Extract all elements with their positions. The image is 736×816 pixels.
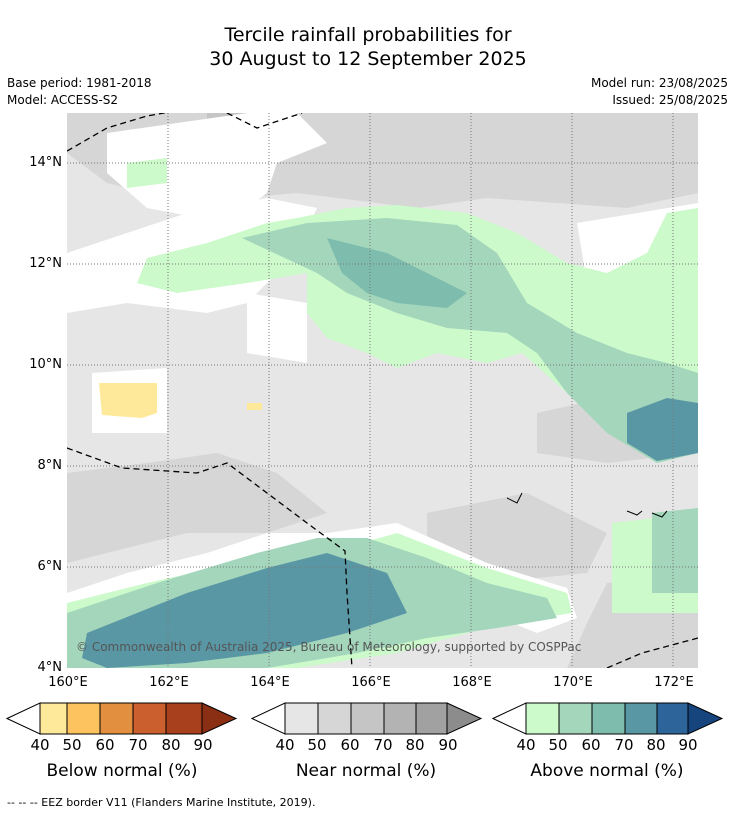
- below-tick-90: 90: [193, 736, 213, 754]
- white-region-mid: [247, 293, 307, 363]
- below-normal-40-region-b: [247, 403, 262, 410]
- near-tick-60: 60: [340, 736, 360, 754]
- below-normal-colorbar: [6, 702, 238, 735]
- below-swatch-2: [99, 702, 134, 735]
- below-tick-60: 60: [95, 736, 115, 754]
- eez-footer-note: -- -- -- EEZ border V11 (Flanders Marine…: [7, 796, 316, 809]
- model-name: Model: ACCESS-S2: [7, 93, 119, 107]
- base-period: Base period: 1981-2018: [7, 76, 152, 90]
- y-tick-14n: 14°N: [29, 155, 62, 170]
- near-swatch-5: [446, 702, 483, 735]
- near-tick-70: 70: [373, 736, 393, 754]
- near-swatch-1: [317, 702, 352, 735]
- near-tick-50: 50: [307, 736, 327, 754]
- x-tick-160e: 160°E: [48, 675, 88, 690]
- issued-date: Issued: 25/08/2025: [612, 93, 728, 107]
- y-tick-8n: 8°N: [37, 458, 63, 473]
- eez-border: [67, 113, 698, 668]
- x-tick-162e: 162°E: [149, 675, 189, 690]
- x-tick-166e: 166°E: [351, 675, 391, 690]
- near-tick-40: 40: [275, 736, 295, 754]
- above-normal-60-region: [327, 238, 467, 308]
- above-tick-60: 60: [581, 736, 601, 754]
- near-tick-80: 80: [405, 736, 425, 754]
- above-swatch-2: [591, 702, 626, 735]
- above-tick-70: 70: [614, 736, 634, 754]
- x-tick-170e: 170°E: [553, 675, 593, 690]
- copyright-notice: © Commonwealth of Australia 2025, Bureau…: [76, 640, 582, 654]
- below-tick-80: 80: [161, 736, 181, 754]
- above-swatch-1: [558, 702, 593, 735]
- above-tick-50: 50: [548, 736, 568, 754]
- white-region-north: [107, 113, 327, 223]
- above-normal-50-region-c: [652, 508, 698, 593]
- above-tick-80: 80: [646, 736, 666, 754]
- map-title-line2: 30 August to 12 September 2025: [209, 48, 527, 70]
- above-swatch-3: [624, 702, 658, 735]
- probability-map: [67, 113, 698, 668]
- map-svg: [67, 113, 698, 668]
- above-swatch-0: [525, 702, 560, 735]
- map-title-line1: Tercile rainfall probabilities for: [224, 24, 512, 46]
- y-tick-6n: 6°N: [37, 559, 63, 574]
- near-normal-50-region-c: [367, 113, 487, 193]
- below-tick-40: 40: [30, 736, 50, 754]
- y-tick-4n: 4°N: [37, 660, 63, 675]
- below-swatch-3: [132, 702, 167, 735]
- y-tick-12n: 12°N: [29, 256, 62, 271]
- near-swatch-3: [383, 702, 417, 735]
- below-normal-title: Below normal (%): [46, 761, 198, 781]
- below-tick-50: 50: [62, 736, 82, 754]
- above-normal-60-region-b: [82, 553, 407, 668]
- model-run: Model run: 23/08/2025: [590, 76, 728, 90]
- above-normal-title: Above normal (%): [530, 761, 684, 781]
- above-normal-60-region-c: [627, 398, 698, 461]
- below-swatch-1: [66, 702, 101, 735]
- near-swatch-2: [350, 702, 385, 735]
- above-normal-colorbar: [492, 702, 724, 735]
- below-normal-40-region: [99, 383, 157, 418]
- near-normal-colorbar: [251, 702, 483, 735]
- above-tick-40: 40: [516, 736, 536, 754]
- near-swatch-0: [284, 702, 319, 735]
- x-tick-164e: 164°E: [250, 675, 290, 690]
- near-tick-90: 90: [438, 736, 458, 754]
- above-swatch-4: [656, 702, 689, 735]
- islands: [506, 492, 668, 518]
- below-swatch-5: [201, 702, 238, 735]
- gridlines: [67, 113, 698, 668]
- below-swatch-0: [39, 702, 68, 735]
- above-swatch-5: [687, 702, 724, 735]
- y-tick-10n: 10°N: [29, 357, 62, 372]
- near-normal-50-region-d: [67, 453, 327, 563]
- below-swatch-4: [165, 702, 203, 735]
- above-normal-40-region-b: [127, 158, 167, 188]
- near-swatch-4: [415, 702, 448, 735]
- below-tick-70: 70: [128, 736, 148, 754]
- x-tick-168e: 168°E: [452, 675, 492, 690]
- x-tick-172e: 172°E: [654, 675, 694, 690]
- above-tick-90: 90: [678, 736, 698, 754]
- near-normal-title: Near normal (%): [295, 761, 437, 781]
